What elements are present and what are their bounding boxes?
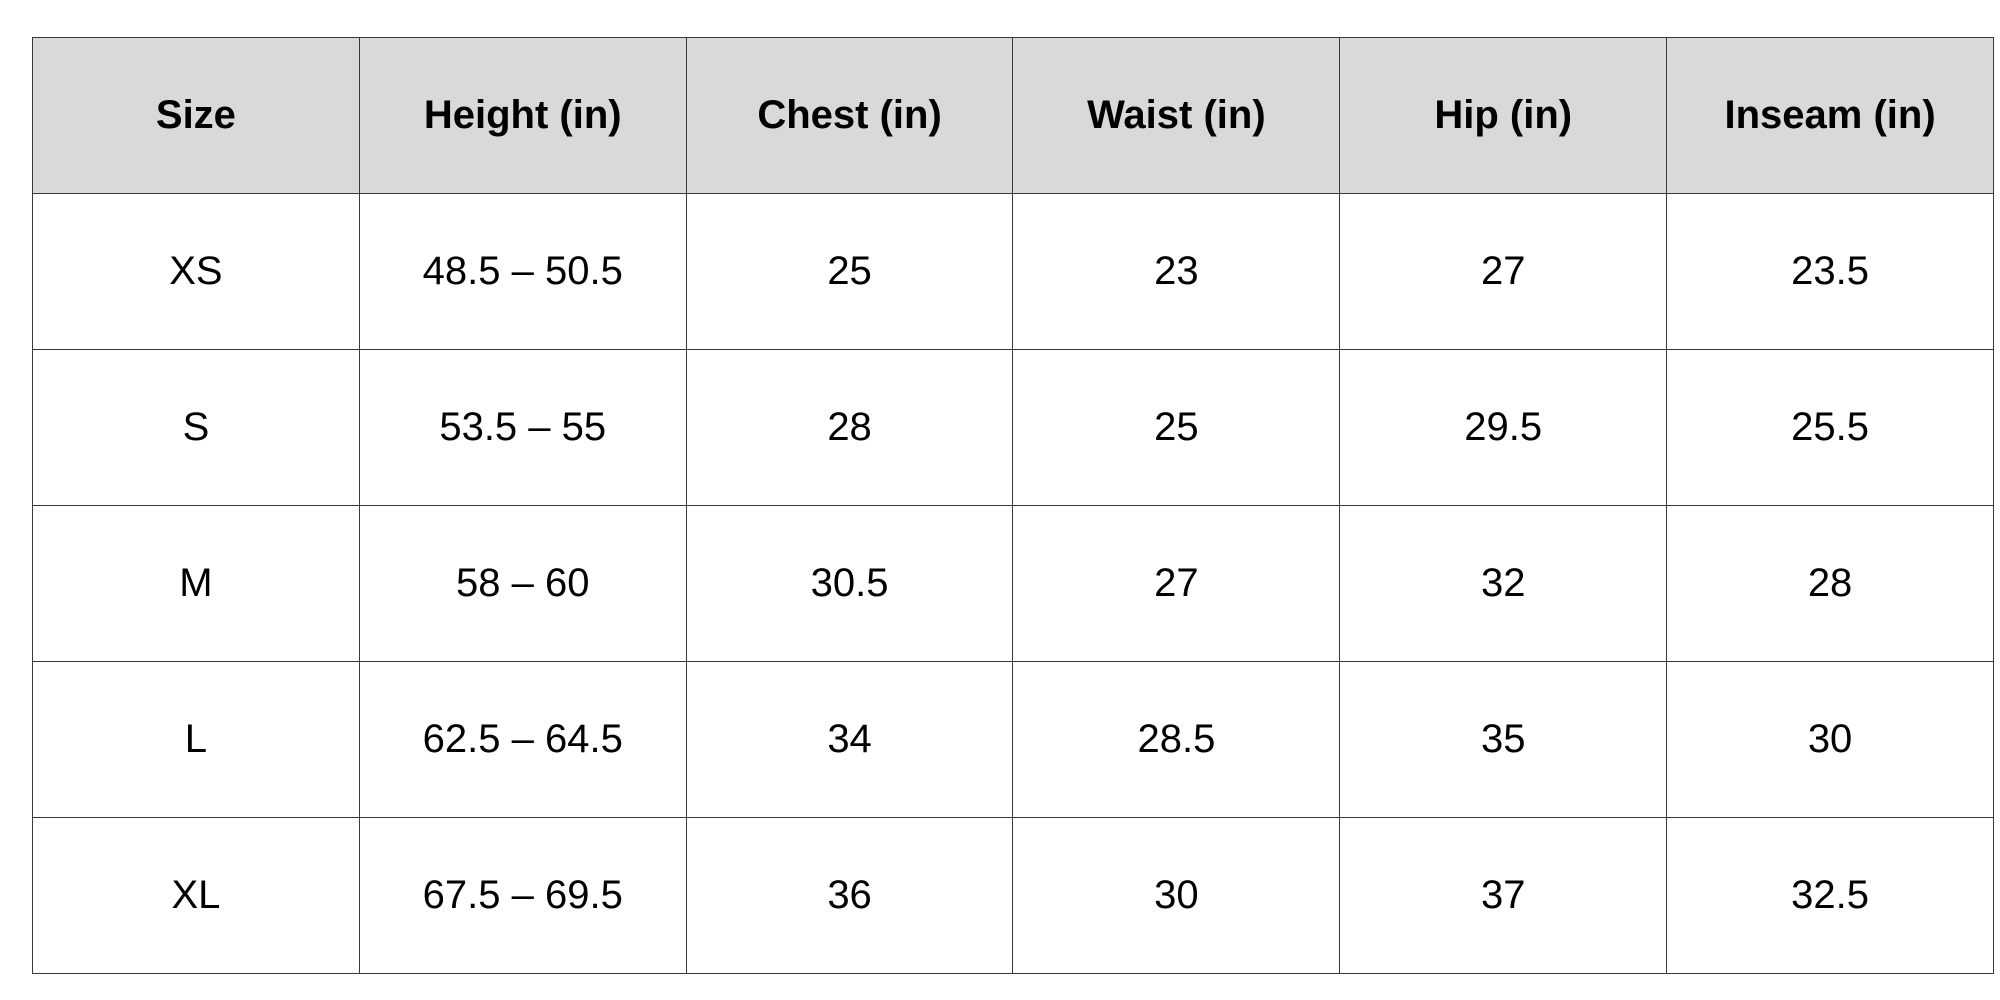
size-chart-table: Size Height (in) Chest (in) Waist (in) H… <box>32 37 1994 974</box>
table-row: M 58 – 60 30.5 27 32 28 <box>32 505 1994 662</box>
table-row: XS 48.5 – 50.5 25 23 27 23.5 <box>32 193 1994 350</box>
cell-waist: 27 <box>1012 505 1341 662</box>
cell-inseam: 32.5 <box>1666 817 1994 974</box>
header-row: Size Height (in) Chest (in) Waist (in) H… <box>32 37 1994 194</box>
cell-chest: 36 <box>685 817 1014 974</box>
cell-height: 62.5 – 64.5 <box>358 661 687 818</box>
table-body: XS 48.5 – 50.5 25 23 27 23.5 S 53.5 – 55… <box>32 193 1994 974</box>
cell-height: 53.5 – 55 <box>358 349 687 506</box>
table-row: L 62.5 – 64.5 34 28.5 35 30 <box>32 661 1994 818</box>
header-height: Height (in) <box>358 37 687 194</box>
cell-size: XS <box>32 193 360 350</box>
header-inseam: Inseam (in) <box>1666 37 1994 194</box>
cell-size: L <box>32 661 360 818</box>
header-size: Size <box>32 37 360 194</box>
header-waist: Waist (in) <box>1012 37 1341 194</box>
cell-waist: 23 <box>1012 193 1341 350</box>
cell-waist: 25 <box>1012 349 1341 506</box>
cell-hip: 37 <box>1339 817 1668 974</box>
cell-hip: 35 <box>1339 661 1668 818</box>
cell-height: 67.5 – 69.5 <box>358 817 687 974</box>
table-row: XL 67.5 – 69.5 36 30 37 32.5 <box>32 817 1994 974</box>
header-hip: Hip (in) <box>1339 37 1668 194</box>
cell-hip: 27 <box>1339 193 1668 350</box>
header-chest: Chest (in) <box>685 37 1014 194</box>
cell-inseam: 30 <box>1666 661 1994 818</box>
cell-waist: 28.5 <box>1012 661 1341 818</box>
table-row: S 53.5 – 55 28 25 29.5 25.5 <box>32 349 1994 506</box>
cell-inseam: 23.5 <box>1666 193 1994 350</box>
cell-chest: 30.5 <box>685 505 1014 662</box>
cell-height: 48.5 – 50.5 <box>358 193 687 350</box>
cell-inseam: 28 <box>1666 505 1994 662</box>
cell-chest: 34 <box>685 661 1014 818</box>
cell-chest: 25 <box>685 193 1014 350</box>
cell-size: M <box>32 505 360 662</box>
cell-waist: 30 <box>1012 817 1341 974</box>
cell-size: S <box>32 349 360 506</box>
table-header: Size Height (in) Chest (in) Waist (in) H… <box>32 37 1994 194</box>
cell-height: 58 – 60 <box>358 505 687 662</box>
cell-inseam: 25.5 <box>1666 349 1994 506</box>
cell-hip: 32 <box>1339 505 1668 662</box>
cell-size: XL <box>32 817 360 974</box>
cell-chest: 28 <box>685 349 1014 506</box>
cell-hip: 29.5 <box>1339 349 1668 506</box>
